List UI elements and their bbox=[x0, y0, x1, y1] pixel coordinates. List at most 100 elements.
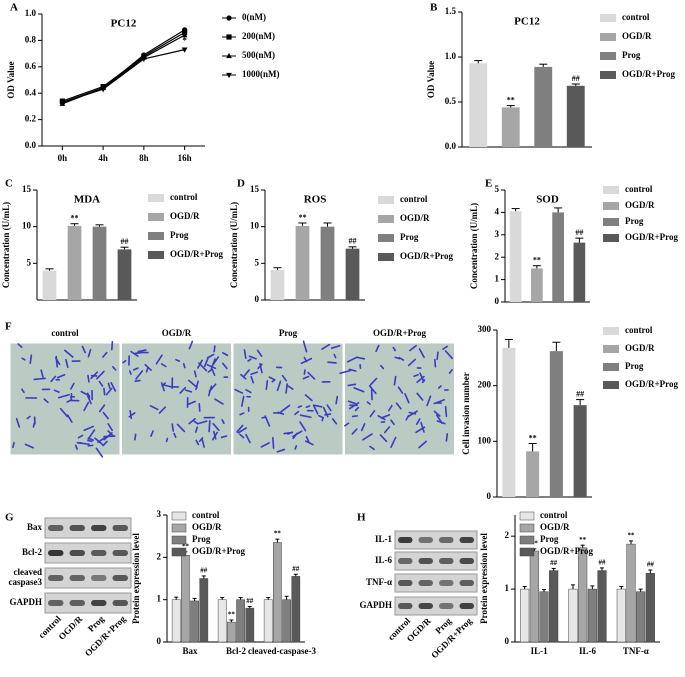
blot-band bbox=[69, 550, 85, 556]
blot-row bbox=[44, 542, 132, 564]
error-bar bbox=[511, 208, 520, 212]
cell bbox=[276, 448, 286, 453]
error-bar bbox=[542, 589, 546, 592]
cell bbox=[383, 426, 391, 434]
cell bbox=[208, 420, 211, 433]
cell bbox=[194, 426, 199, 433]
error-bar bbox=[551, 567, 556, 571]
bar bbox=[199, 578, 209, 643]
cell bbox=[24, 443, 34, 449]
cell bbox=[198, 437, 204, 443]
legend-swatch bbox=[519, 511, 535, 521]
cell bbox=[77, 434, 84, 439]
legend-label: control bbox=[622, 12, 650, 22]
cell bbox=[281, 374, 288, 382]
bar bbox=[568, 588, 578, 643]
cell bbox=[370, 388, 373, 401]
error-bar bbox=[293, 573, 298, 577]
blot-band bbox=[91, 550, 107, 556]
cell bbox=[87, 348, 92, 358]
y-tick-label: 2 bbox=[157, 551, 162, 561]
bar bbox=[67, 225, 82, 300]
y-tick-label: 5 bbox=[255, 257, 260, 267]
annotation: ## bbox=[550, 559, 558, 567]
y-tick-label: 0 bbox=[487, 491, 492, 501]
legend-label: Prog bbox=[625, 216, 644, 226]
cell bbox=[134, 433, 137, 441]
blot-row-label: TNF-α bbox=[366, 577, 392, 587]
cell bbox=[324, 413, 332, 416]
series-line bbox=[62, 31, 185, 102]
x-tick-label: TNF-α bbox=[623, 646, 649, 656]
cell bbox=[188, 417, 196, 425]
blot-band bbox=[459, 580, 474, 586]
cell bbox=[241, 395, 245, 407]
blot-band bbox=[439, 603, 454, 609]
legend-label: OGD/R bbox=[622, 31, 652, 41]
series-line bbox=[62, 29, 185, 104]
y-axis-label: Protein expression level bbox=[479, 533, 489, 624]
chart-title: PC12 bbox=[514, 16, 540, 28]
cell bbox=[394, 356, 401, 360]
cell bbox=[150, 430, 154, 437]
y-tick-label: 0 bbox=[505, 636, 510, 646]
series-line bbox=[62, 34, 185, 105]
y-axis-label: Concentration (U/mL) bbox=[229, 202, 239, 288]
y-tick-label: 1.0 bbox=[445, 51, 457, 61]
y-axis-label: Protein expression level bbox=[131, 533, 141, 624]
cell bbox=[368, 385, 377, 395]
blot-band bbox=[48, 525, 64, 531]
cell bbox=[107, 382, 111, 390]
cell bbox=[437, 385, 442, 390]
cell bbox=[103, 435, 116, 438]
blot-row-label: GAPDH bbox=[360, 600, 393, 610]
cell bbox=[354, 406, 360, 412]
bar bbox=[171, 599, 181, 643]
cell bbox=[435, 414, 443, 424]
legend-label: 500(nM) bbox=[242, 50, 275, 60]
blot-band bbox=[91, 575, 107, 581]
cell bbox=[122, 359, 127, 364]
legend-label: OGD/R+Prog bbox=[540, 546, 593, 556]
y-tick-label: 15 bbox=[22, 184, 32, 194]
legend-swatch bbox=[148, 232, 164, 240]
y-tick-label: 0.4 bbox=[25, 87, 37, 97]
annotation: ** bbox=[529, 433, 537, 442]
legend-swatch bbox=[148, 213, 164, 221]
cell bbox=[21, 357, 26, 361]
cell bbox=[195, 439, 200, 446]
cell bbox=[416, 375, 425, 384]
blot-row bbox=[394, 573, 478, 593]
cell bbox=[260, 442, 270, 448]
error-bar bbox=[532, 265, 541, 269]
legend-marker bbox=[226, 52, 232, 59]
cell bbox=[81, 345, 87, 354]
cell bbox=[375, 344, 380, 353]
cell bbox=[380, 414, 391, 419]
cell bbox=[26, 415, 31, 420]
bar bbox=[270, 269, 285, 300]
legend-label: OGD/R bbox=[192, 522, 222, 532]
cell bbox=[234, 388, 244, 394]
cell bbox=[158, 406, 167, 414]
legend-label: OGD/R bbox=[400, 213, 430, 223]
cell bbox=[426, 395, 432, 407]
error-bar bbox=[174, 596, 179, 600]
cell bbox=[404, 393, 410, 404]
panel-letter: C bbox=[5, 178, 13, 190]
bar bbox=[117, 249, 132, 300]
annotation: ** bbox=[628, 532, 636, 540]
cell bbox=[206, 353, 215, 359]
y-tick-label: 0.0 bbox=[25, 140, 37, 150]
cell bbox=[207, 369, 213, 373]
cell bbox=[433, 398, 446, 405]
cell bbox=[379, 434, 388, 443]
cell bbox=[272, 436, 275, 450]
cell bbox=[145, 367, 149, 373]
cell bbox=[351, 428, 358, 435]
error-bar bbox=[192, 597, 197, 601]
legend-swatch bbox=[148, 194, 164, 202]
annotation: ** bbox=[507, 95, 515, 104]
cell bbox=[442, 345, 448, 350]
legend-label: OGD/R+Prog bbox=[625, 232, 678, 242]
